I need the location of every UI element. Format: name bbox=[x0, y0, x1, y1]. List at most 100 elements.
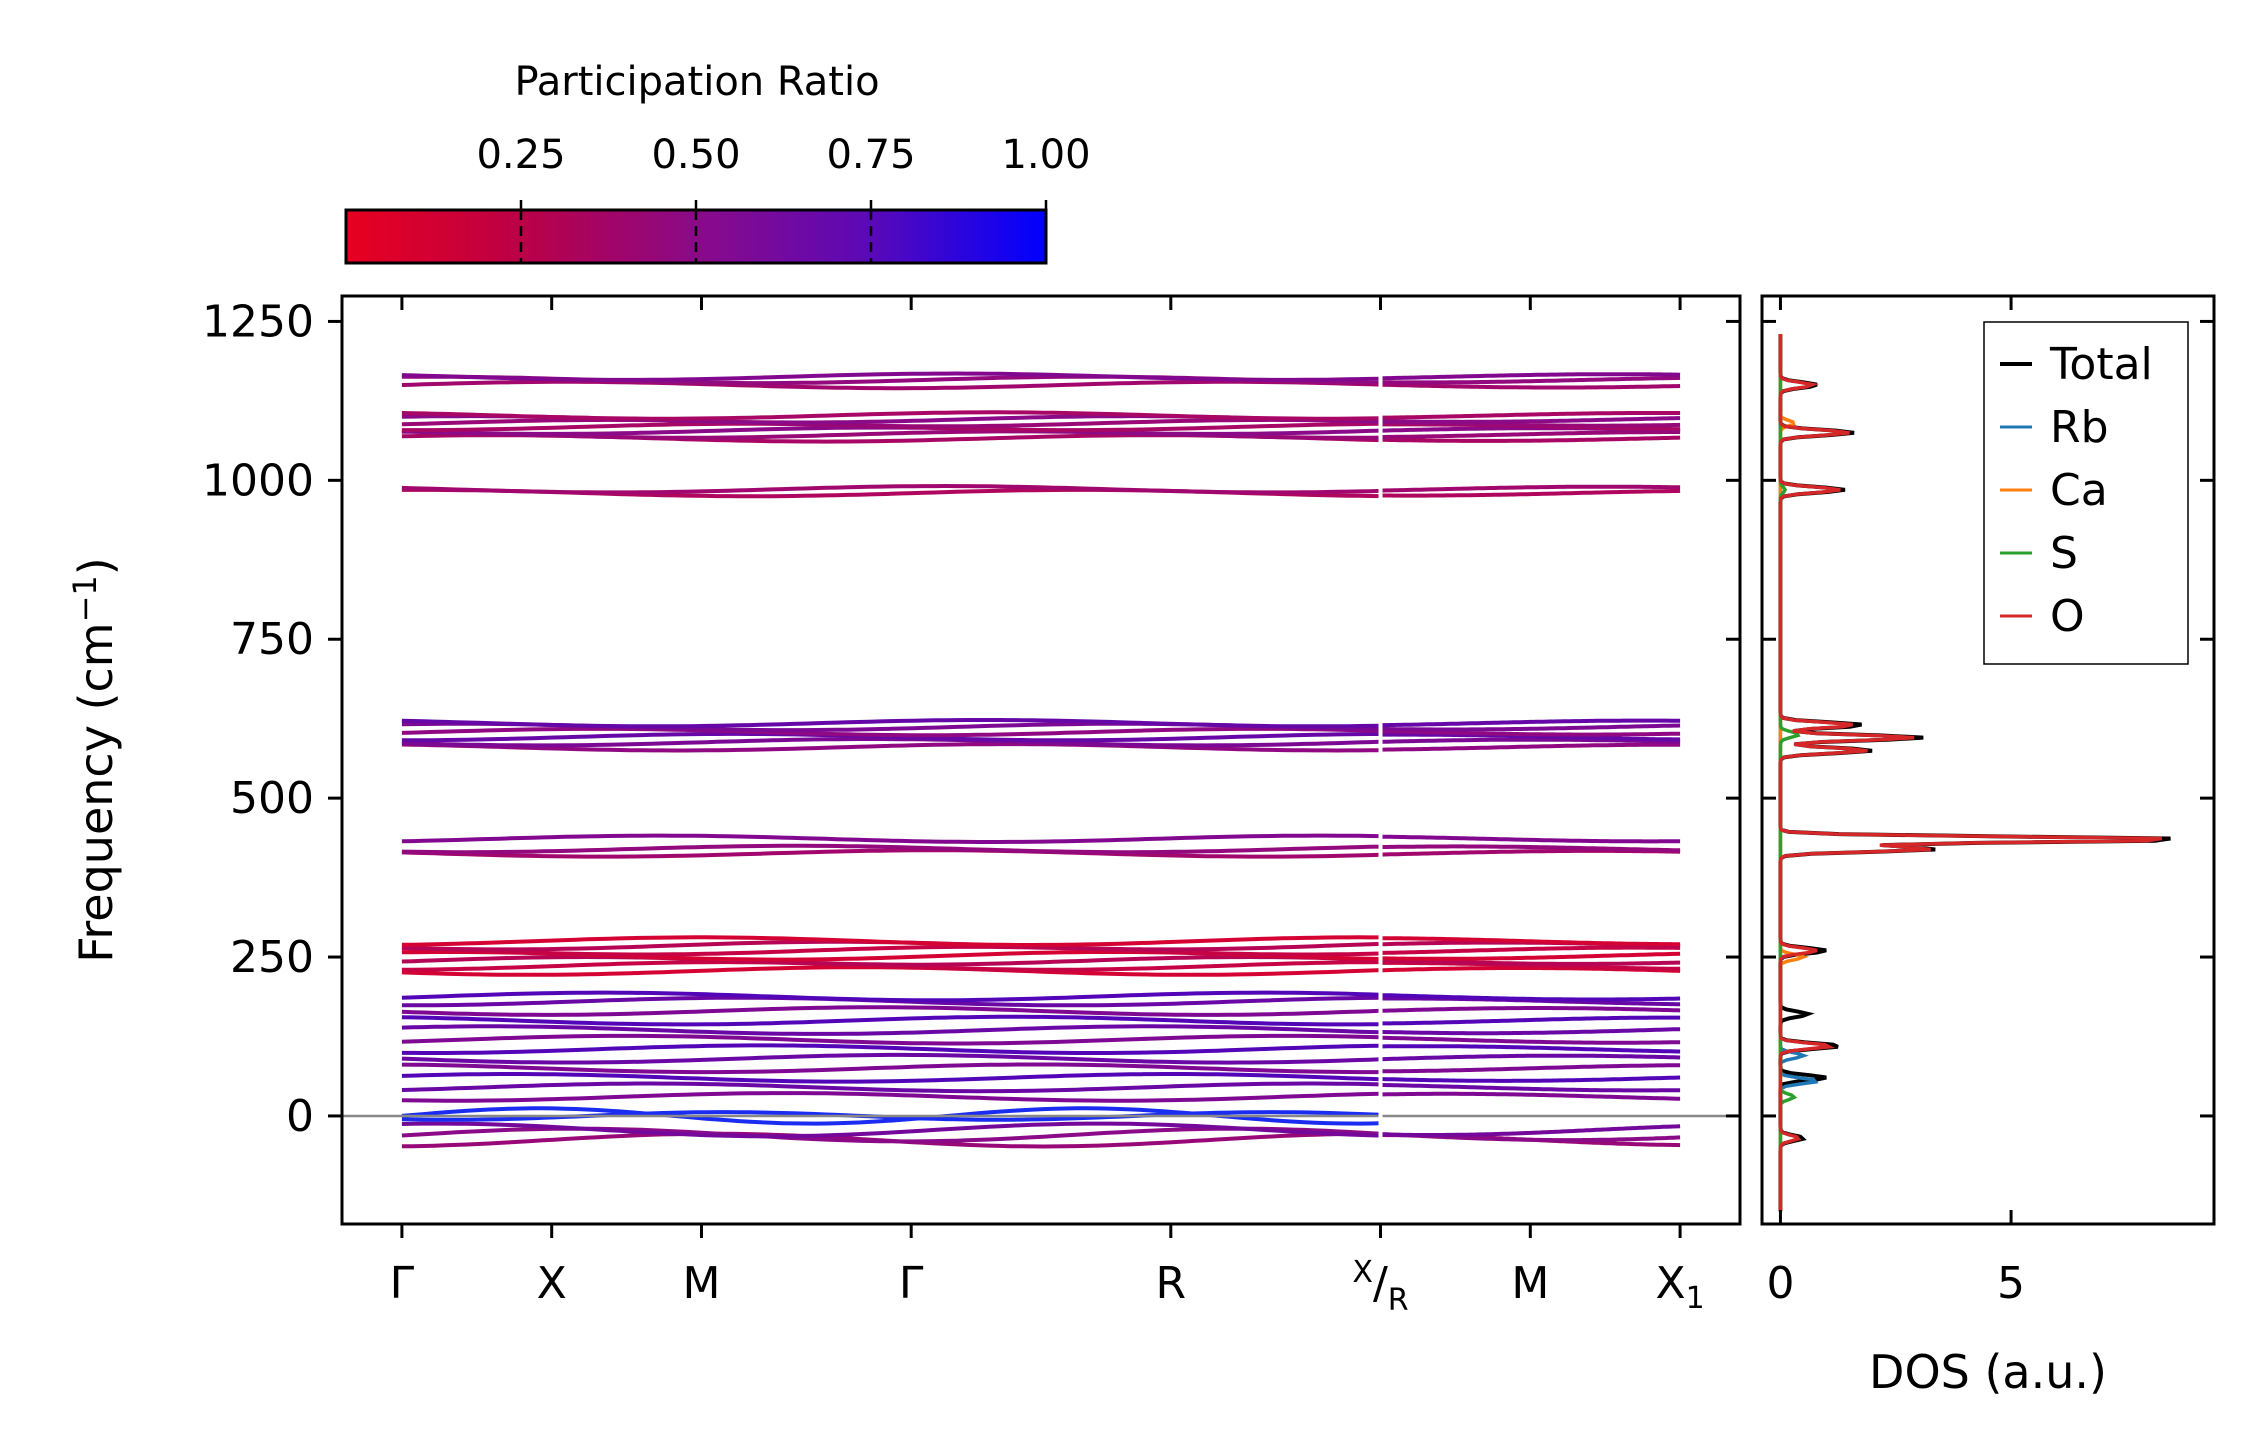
legend-label-o: O bbox=[2050, 591, 2085, 642]
legend-label-rb: Rb bbox=[2050, 402, 2109, 453]
y-tick-label: 500 bbox=[230, 773, 314, 824]
colorbar-tick-label: 0.50 bbox=[651, 132, 740, 178]
band-line bbox=[401, 848, 1381, 859]
band-line bbox=[401, 1091, 1381, 1103]
colorbar-tick-label: 1.00 bbox=[1001, 132, 1090, 178]
band-line bbox=[1380, 723, 1681, 732]
band-y-ticks: 0 250 500 750 1000 1250 bbox=[202, 296, 1740, 1142]
band-line bbox=[1380, 848, 1681, 857]
colorbar-tick-label: 0.25 bbox=[476, 132, 565, 178]
dos-series-o bbox=[1778, 334, 2163, 1212]
x-tick-label: X bbox=[537, 1258, 567, 1309]
x-tick-label: X1 bbox=[1655, 1258, 1704, 1316]
colorbar-tick-labels: 0.25 0.50 0.75 1.00 bbox=[476, 132, 1090, 178]
y-tick-label: 1250 bbox=[202, 296, 314, 347]
x-tick-label: Γ bbox=[899, 1258, 924, 1309]
band-line bbox=[1380, 416, 1681, 424]
band-line bbox=[1380, 1015, 1681, 1026]
band-line bbox=[401, 1072, 1381, 1084]
band-line bbox=[1380, 844, 1681, 853]
legend-label-total: Total bbox=[2049, 339, 2153, 390]
colorbar: Participation Ratio 0.25 0.50 0.75 1.00 bbox=[344, 59, 1091, 265]
band-line bbox=[401, 742, 1381, 753]
band-line bbox=[1380, 488, 1681, 498]
band-line bbox=[401, 1052, 1381, 1065]
band-line bbox=[1380, 951, 1681, 961]
band-line bbox=[1380, 1006, 1681, 1013]
legend-label-s: S bbox=[2050, 528, 2078, 579]
band-axes-frame bbox=[340, 294, 1742, 1226]
band-line bbox=[401, 1043, 1381, 1055]
band-line bbox=[401, 483, 1381, 495]
dos-x-tick-label: 5 bbox=[1997, 1258, 2025, 1309]
dos-axes-frame bbox=[1760, 294, 2216, 1226]
band-line bbox=[401, 965, 1381, 977]
band-line bbox=[401, 1062, 1381, 1075]
band-line bbox=[401, 1033, 1381, 1046]
colorbar-tick-label: 0.75 bbox=[826, 132, 915, 178]
band-line bbox=[1380, 834, 1681, 844]
band-line bbox=[401, 843, 1381, 855]
x-tick-label: R bbox=[1156, 1258, 1187, 1309]
band-line bbox=[401, 944, 1381, 957]
band-line bbox=[1380, 718, 1681, 728]
band-line bbox=[401, 1121, 1381, 1139]
x-tick-label: X/R bbox=[1352, 1255, 1408, 1318]
band-line bbox=[401, 1081, 1381, 1094]
band-line bbox=[1380, 1091, 1681, 1101]
band-line bbox=[1380, 484, 1681, 493]
band-line bbox=[401, 417, 1381, 429]
band-line bbox=[401, 1014, 1381, 1027]
band-line bbox=[401, 1005, 1381, 1017]
legend: Total Rb Ca SO bbox=[1983, 321, 2189, 665]
band-line bbox=[1380, 1124, 1681, 1137]
x-tick-label: Γ bbox=[390, 1258, 415, 1309]
band-line bbox=[401, 737, 1381, 748]
band-line bbox=[401, 371, 1381, 382]
band-line bbox=[401, 990, 1381, 1003]
band-line bbox=[1380, 382, 1681, 390]
colorbar-ticks bbox=[519, 200, 1048, 263]
band-line bbox=[1380, 742, 1681, 752]
y-tick-label: 1000 bbox=[202, 455, 314, 506]
y-tick-label: 250 bbox=[230, 932, 314, 983]
band-line bbox=[401, 379, 1381, 391]
band-line bbox=[1380, 958, 1681, 966]
y-tick-label: 750 bbox=[230, 614, 314, 665]
band-line bbox=[401, 410, 1381, 421]
band-line bbox=[1380, 936, 1681, 947]
legend-label-ca: Ca bbox=[2050, 465, 2108, 516]
band-line bbox=[1380, 1027, 1681, 1036]
band-line bbox=[1380, 1075, 1681, 1083]
legend-box bbox=[1983, 321, 2189, 665]
x-tick-label: M bbox=[1511, 1258, 1549, 1309]
band-line bbox=[401, 718, 1381, 729]
band-x-ticks: Γ X M Γ R X/R M X1 bbox=[390, 296, 1705, 1318]
colorbar-title: Participation Ratio bbox=[514, 59, 879, 105]
band-lines bbox=[342, 296, 1740, 1224]
y-tick-label: 0 bbox=[286, 1091, 314, 1142]
band-line bbox=[1380, 1044, 1681, 1054]
band-line bbox=[1380, 411, 1681, 420]
band-line bbox=[1380, 430, 1681, 439]
band-line bbox=[1380, 993, 1681, 1002]
band-line bbox=[1380, 375, 1681, 385]
dos-x-axis-title: DOS (a.u.) bbox=[1869, 1345, 2107, 1399]
band-line bbox=[1380, 1035, 1681, 1045]
band-line bbox=[401, 1024, 1381, 1036]
dos-lines bbox=[1778, 334, 2171, 1212]
y-axis-title: Frequency (cm−1) bbox=[66, 557, 123, 962]
band-line bbox=[401, 833, 1381, 844]
band-line bbox=[1380, 945, 1681, 955]
dos-series-s bbox=[1778, 334, 1801, 1212]
band-structure-panel: 0 250 500 750 1000 1250 Γ X M Γ R X/R M X1 Frequency… bbox=[66, 294, 1742, 1318]
band-line bbox=[1380, 729, 1681, 737]
band-line bbox=[1380, 1083, 1681, 1093]
band-line bbox=[401, 935, 1381, 947]
band-line bbox=[1380, 372, 1681, 381]
band-line bbox=[1380, 732, 1681, 742]
dos-x-tick-label: 0 bbox=[1766, 1258, 1794, 1309]
